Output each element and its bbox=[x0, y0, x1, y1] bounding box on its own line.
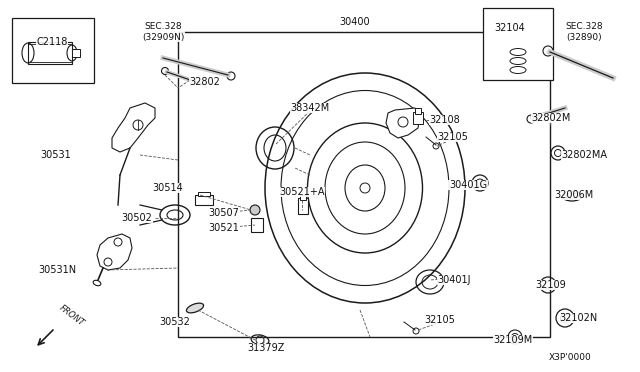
Text: 32109: 32109 bbox=[536, 280, 566, 290]
Text: 30502: 30502 bbox=[122, 213, 152, 223]
Text: FRONT: FRONT bbox=[58, 304, 86, 328]
Text: X3P'0000: X3P'0000 bbox=[548, 353, 591, 362]
Circle shape bbox=[472, 175, 488, 191]
Circle shape bbox=[250, 205, 260, 215]
Circle shape bbox=[360, 183, 370, 193]
Text: SEC.328
(32909N): SEC.328 (32909N) bbox=[142, 22, 184, 42]
Text: 32802: 32802 bbox=[189, 77, 220, 87]
Bar bbox=[483, 8, 553, 80]
Text: 38342M: 38342M bbox=[291, 103, 330, 113]
Text: 32802M: 32802M bbox=[531, 113, 571, 123]
Ellipse shape bbox=[186, 303, 204, 313]
Text: SEC.328
(32890): SEC.328 (32890) bbox=[565, 22, 603, 42]
Polygon shape bbox=[97, 234, 132, 270]
Text: 30521+A: 30521+A bbox=[279, 187, 324, 197]
Text: 32108: 32108 bbox=[429, 115, 460, 125]
Text: 32105: 32105 bbox=[438, 132, 468, 142]
Text: 30531: 30531 bbox=[40, 150, 72, 160]
Text: 30401G: 30401G bbox=[449, 180, 487, 190]
Polygon shape bbox=[112, 103, 155, 152]
Text: 30532: 30532 bbox=[159, 317, 191, 327]
Text: 30400: 30400 bbox=[340, 17, 371, 27]
Text: 32104: 32104 bbox=[495, 23, 525, 33]
Bar bbox=[251, 218, 263, 232]
Circle shape bbox=[543, 46, 553, 56]
Bar bbox=[72, 49, 80, 57]
Bar bbox=[195, 195, 213, 205]
Text: 30531N: 30531N bbox=[38, 265, 76, 275]
Text: 32109M: 32109M bbox=[493, 335, 532, 345]
Text: 30507: 30507 bbox=[209, 208, 239, 218]
Bar bbox=[413, 112, 423, 124]
Text: 30401J: 30401J bbox=[437, 275, 471, 285]
Polygon shape bbox=[386, 108, 420, 138]
Text: 32102N: 32102N bbox=[559, 313, 597, 323]
Bar bbox=[12, 18, 94, 83]
Bar bbox=[178, 32, 550, 337]
Bar bbox=[28, 42, 72, 64]
Bar bbox=[198, 192, 210, 196]
Text: 32006M: 32006M bbox=[554, 190, 594, 200]
Text: C2118: C2118 bbox=[36, 37, 68, 47]
Bar bbox=[415, 108, 421, 114]
Text: 30521: 30521 bbox=[209, 223, 239, 233]
Text: 31379Z: 31379Z bbox=[247, 343, 285, 353]
Text: 30514: 30514 bbox=[152, 183, 184, 193]
Bar bbox=[298, 198, 308, 214]
Bar bbox=[300, 195, 306, 200]
Text: 32802MA: 32802MA bbox=[561, 150, 607, 160]
Text: 32105: 32105 bbox=[424, 315, 456, 325]
